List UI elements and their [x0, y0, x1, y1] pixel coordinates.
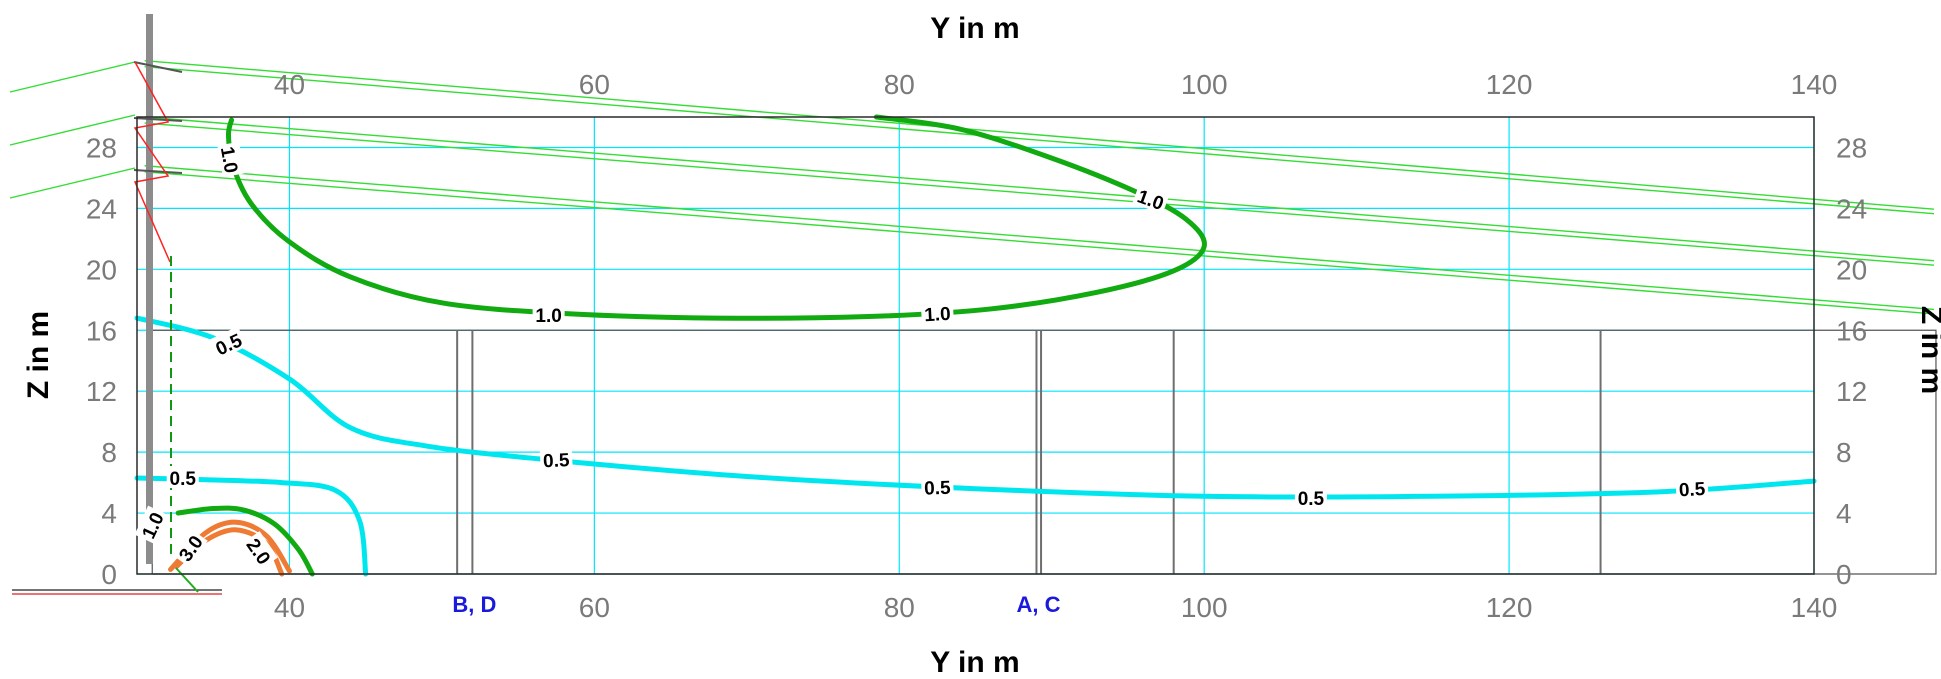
- contour-label-text: 1.0: [535, 306, 561, 327]
- top-x-tick-120: 120: [1486, 69, 1533, 100]
- right-y-tick-8: 8: [1836, 437, 1852, 468]
- contour-label-0.5-4: 0.5: [1675, 475, 1709, 501]
- contour-label-bg: [171, 528, 208, 567]
- right-y-tick-20: 20: [1836, 254, 1867, 285]
- right-y-tick-16: 16: [1836, 315, 1867, 346]
- contour-label-bg: [539, 446, 573, 471]
- sight-line-left-2: [9, 167, 136, 199]
- left-y-tick-8: 8: [101, 437, 117, 468]
- contour-label-bg: [134, 505, 169, 544]
- section-labels: B, D A, C: [452, 592, 1060, 617]
- contour-label-0.5-1: 0.5: [539, 446, 573, 472]
- contour-label-bg: [1675, 475, 1709, 500]
- sight-line-2: [144, 116, 1935, 262]
- sight-line-3: [144, 122, 1935, 266]
- top-x-tick-60: 60: [579, 69, 610, 100]
- contour-labels: 1.01.01.0 1.01.00.50.50.5 0.5 0.50.52.03.0: [134, 141, 1709, 570]
- right-y-tick-28: 28: [1836, 132, 1867, 163]
- bottom-x-tick-60: 60: [579, 592, 610, 623]
- contour-label-bg: [920, 474, 954, 498]
- sight-line-left-1: [9, 114, 136, 146]
- mast-arm-0: [133, 61, 183, 73]
- contour-label-bg: [208, 326, 248, 360]
- contour-label-bg: [241, 531, 278, 570]
- bottom-x-axis-title: Y in m: [930, 646, 1019, 679]
- left-y-axis-title: Z in m: [22, 311, 55, 399]
- contour-0.5-segment-0: [134, 315, 1817, 500]
- bottom-x-tick-100: 100: [1181, 592, 1228, 623]
- contour-label-1.0-2: 1.0: [532, 303, 565, 327]
- sight-line-5: [144, 171, 1935, 315]
- top-x-tick-40: 40: [274, 69, 305, 100]
- contour-label-1.0-1: 1.0: [1132, 182, 1170, 215]
- contour-label-0.5-5: 0.5: [166, 466, 199, 490]
- contour-1.0-segment-1: [175, 505, 315, 577]
- right-y-tick-24: 24: [1836, 193, 1867, 224]
- contour-label-0.5-3: 0.5: [1294, 485, 1327, 510]
- left-y-tick-16: 16: [86, 315, 117, 346]
- contour-label-text: 0.5: [924, 478, 952, 500]
- top-x-tick-140: 140: [1791, 69, 1838, 100]
- bottom-x-tick-40: 40: [274, 592, 305, 623]
- contour-label-bg: [1294, 485, 1327, 508]
- left-y-tick-0: 0: [101, 559, 117, 590]
- contour-label-0.5-0: 0.5: [208, 326, 248, 360]
- bottom-x-tick-120: 120: [1486, 592, 1533, 623]
- contour-label-text: 1.0: [924, 304, 951, 326]
- plot-frame: [136, 116, 1815, 575]
- contour-label-text: 0.5: [543, 450, 571, 472]
- contour-label-text: 1.0: [216, 145, 241, 175]
- left-y-tick-12: 12: [86, 376, 117, 407]
- top-x-tick-100: 100: [1181, 69, 1228, 100]
- contour-label-bg: [532, 303, 565, 326]
- ground-source-line: [175, 567, 199, 593]
- contour-label-1.0-4: 1.0: [134, 505, 169, 544]
- mast-pole: [146, 14, 153, 564]
- contour-label-bg: [217, 141, 245, 178]
- bottom-x-tick-140: 140: [1791, 592, 1838, 623]
- section-label-1: A, C: [1016, 592, 1060, 617]
- sight-line-left-0: [9, 61, 136, 93]
- contour-1.0-segment-0: [225, 114, 1207, 321]
- contour-label-1.0-0: 1.0: [216, 141, 245, 178]
- contour-label-bg: [166, 466, 199, 489]
- sight-line-0: [144, 59, 1935, 210]
- contour-label-bg: [920, 300, 954, 325]
- right-y-tick-4: 4: [1836, 498, 1852, 529]
- right-y-tick-0: 0: [1836, 559, 1852, 590]
- contour-label-2.0-0: 2.0: [241, 531, 278, 570]
- contour-label-1.0-3: 1.0: [920, 300, 954, 326]
- contour-label-text: 0.5: [170, 469, 197, 490]
- left-y-tick-20: 20: [86, 254, 117, 285]
- mast-bracing: [133, 61, 171, 263]
- left-y-tick-4: 4: [101, 498, 117, 529]
- contour-label-text: 0.5: [1678, 479, 1706, 501]
- sight-line-1: [144, 66, 1935, 215]
- mast-arm-1: [133, 117, 183, 122]
- contour-label-text: 0.5: [1298, 489, 1325, 510]
- contour-label-bg: [1132, 182, 1170, 215]
- top-x-axis-title: Y in m: [930, 12, 1019, 45]
- bottom-x-tick-80: 80: [884, 592, 915, 623]
- sight-line-4: [144, 165, 1935, 311]
- plot-frame-rect: [136, 116, 1815, 575]
- mast-structure: [12, 14, 222, 595]
- sight-lines: [9, 59, 1935, 315]
- right-y-axis-title: Z in m: [1915, 306, 1941, 394]
- right-y-tick-12: 12: [1836, 376, 1867, 407]
- top-x-tick-80: 80: [884, 69, 915, 100]
- contour-label-0.5-2: 0.5: [920, 474, 954, 500]
- section-label-0: B, D: [452, 592, 496, 617]
- left-y-tick-28: 28: [86, 132, 117, 163]
- mast-arm-2: [133, 169, 183, 174]
- left-y-tick-24: 24: [86, 193, 117, 224]
